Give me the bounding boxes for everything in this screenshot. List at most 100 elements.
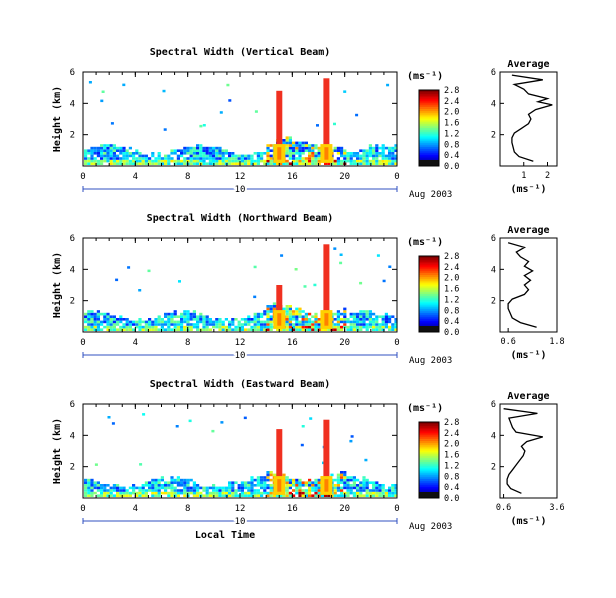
heatmap-cell	[144, 162, 148, 165]
heatmap-cell	[164, 481, 168, 484]
plot-title: Spectral Width (Eastward Beam)	[150, 378, 331, 390]
heatmap-cell	[144, 323, 148, 326]
heatmap-cell	[247, 320, 251, 324]
heatmap-cell	[186, 312, 190, 316]
colorbar-segment	[419, 452, 439, 455]
heatmap-cell	[93, 491, 97, 495]
heatmap-cell	[288, 149, 292, 152]
heatmap-cell	[260, 320, 264, 324]
heatmap-cell	[343, 320, 347, 324]
heatmap-cell	[87, 320, 91, 324]
x-tick-label: 20	[339, 338, 350, 348]
heatmap-cell	[356, 323, 360, 326]
heatmap-cell	[180, 159, 184, 163]
burst-column	[323, 244, 330, 317]
heatmap-cell	[151, 481, 155, 484]
heatmap-cell	[250, 491, 254, 495]
heatmap-cell	[224, 486, 228, 490]
heatmap-cell	[103, 315, 107, 318]
heatmap-cell	[388, 315, 392, 318]
heatmap-cell	[202, 320, 206, 324]
heatmap-cell	[301, 144, 305, 147]
heatmap-cell	[384, 491, 388, 495]
heatmap-cell	[292, 146, 296, 150]
heatmap-cell	[90, 315, 94, 318]
date-label: Aug 2003	[409, 522, 452, 532]
heatmap-cell	[375, 486, 379, 490]
heatmap-cell	[84, 312, 88, 316]
heatmap-cell	[254, 110, 258, 113]
heatmap-cell	[378, 315, 382, 318]
heatmap-cell	[336, 310, 340, 313]
colorbar-segment	[419, 442, 439, 446]
heatmap-cell	[128, 494, 132, 497]
heatmap-cell	[333, 122, 336, 126]
heatmap-cell	[100, 152, 104, 155]
heatmap-cell	[199, 152, 203, 155]
heatmap-cell	[151, 494, 155, 497]
heatmap-cell	[157, 157, 161, 160]
heatmap-cell	[250, 325, 254, 329]
heatmap-cell	[384, 312, 388, 316]
heatmap-cell	[356, 491, 360, 495]
heatmap-cell	[221, 149, 225, 152]
heatmap-cell	[314, 152, 318, 155]
heatmap-cell	[180, 154, 184, 158]
heatmap-cell	[125, 494, 129, 497]
heatmap-cell	[333, 494, 337, 497]
heatmap-cell	[122, 83, 126, 87]
heatmap-cell	[115, 278, 119, 282]
heatmap-cell	[128, 159, 132, 163]
heatmap-cell	[375, 146, 379, 150]
heatmap-cell	[349, 325, 353, 329]
heatmap-cell	[173, 159, 177, 163]
heatmap-cell	[333, 328, 337, 331]
panel-3: Spectral Width (Eastward Beam)0 4 8 12 16 20 0…	[51, 378, 565, 541]
heatmap-cell	[240, 491, 244, 495]
heatmap-cell	[288, 305, 292, 308]
heatmap-cell	[196, 494, 200, 497]
average-frame	[499, 71, 558, 167]
heatmap-cell	[388, 146, 392, 150]
heatmap-cell	[311, 149, 315, 152]
colorbar-segment	[419, 294, 439, 297]
heatmap-cell	[154, 489, 158, 492]
heatmap-cell	[147, 269, 151, 273]
heatmap-cell	[340, 159, 344, 163]
heatmap-cell	[90, 325, 94, 329]
heatmap-cell	[125, 154, 129, 158]
heatmap-cell	[106, 318, 110, 321]
heatmap-cell	[301, 425, 305, 428]
heatmap-cell	[96, 318, 100, 321]
heatmap-cell	[138, 325, 142, 329]
x-tick-label: 0	[80, 504, 85, 514]
heatmap-cell	[231, 320, 235, 324]
heatmap-cell	[122, 146, 126, 150]
colorbar-segment	[419, 482, 439, 485]
average-y-tick-label: 6	[491, 68, 496, 78]
heatmap-cell	[394, 157, 398, 160]
heatmap-cell	[84, 318, 88, 321]
heatmap-cell	[343, 310, 347, 313]
heatmap-cell	[343, 157, 347, 160]
heatmap-cell	[365, 318, 369, 321]
heatmap-cell	[176, 320, 180, 324]
heatmap-cell	[135, 323, 139, 326]
heatmap-cell	[180, 325, 184, 329]
colorbar-segment	[419, 101, 439, 104]
colorbar-segment	[419, 150, 439, 153]
heatmap-cell	[199, 159, 203, 163]
heatmap-cell	[90, 494, 94, 497]
heatmap-cell	[100, 489, 104, 492]
heatmap-cell	[202, 315, 206, 318]
heatmap-cell	[84, 157, 88, 160]
heatmap-cell	[368, 315, 372, 318]
heatmap-cell	[167, 318, 171, 321]
x-tick-label: 20	[339, 172, 350, 182]
heatmap-cell	[84, 149, 88, 152]
heatmap-cell	[301, 152, 305, 155]
heatmap-cell	[359, 489, 363, 492]
heatmap-cell	[94, 463, 98, 466]
heatmap-cell	[192, 486, 196, 490]
heatmap-cell	[119, 491, 123, 495]
